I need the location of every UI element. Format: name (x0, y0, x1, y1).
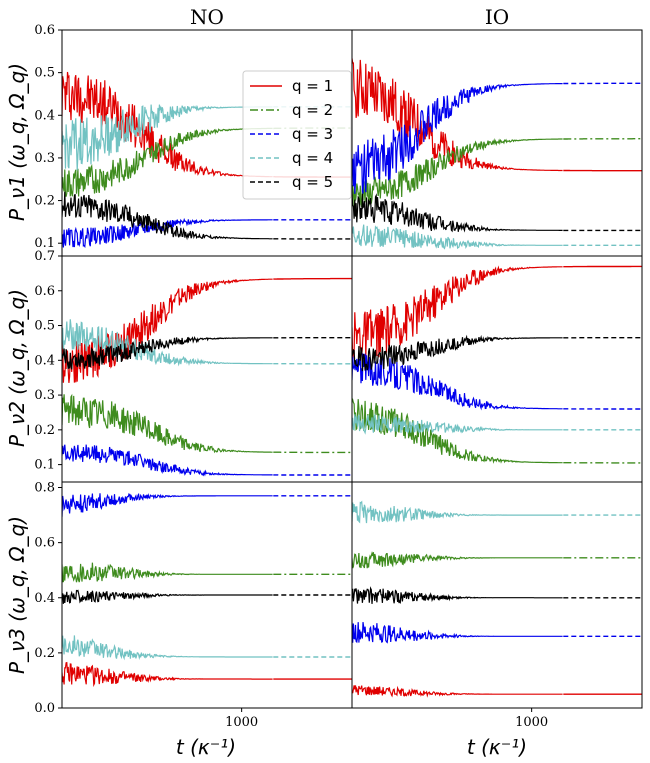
y-tick-label: 0.5 (34, 319, 55, 334)
y-tick-label: 0.3 (34, 388, 55, 403)
legend-label-q2: q = 2 (292, 101, 333, 119)
y-axis-label-row2: P_ν2 (ω_q, Ω_q) (5, 289, 29, 447)
series-q2-line (352, 138, 563, 208)
series-q1-line (352, 685, 563, 698)
y-tick-label: 0.7 (34, 249, 55, 264)
series-q4-line (352, 224, 563, 250)
series-q3-line (352, 83, 563, 194)
panel-frame (351, 255, 643, 483)
series-q5-line (62, 589, 273, 604)
series-q4-line (62, 635, 273, 661)
series-q5-line (62, 191, 273, 241)
y-tick-label: 0.6 (34, 284, 55, 299)
panel-r0-c0: 0.1 0.2 0.3 0.4 0.5 0.6 (34, 23, 353, 257)
series-q3-line (62, 217, 273, 249)
y-tick-label: 0.4 (34, 353, 55, 368)
panel-r1-c1 (351, 255, 643, 483)
series-q1-line (62, 71, 273, 178)
y-axis-label-row3: P_ν3 (ω_q, Ω_q) (5, 516, 29, 674)
series-group (352, 500, 642, 698)
y-tick-label: 0.6 (34, 536, 55, 551)
series-q5-line (352, 334, 563, 372)
series-q2-line (352, 398, 563, 464)
series-q5-line (62, 335, 273, 370)
series-q3-line (352, 353, 563, 411)
series-q4-line (352, 500, 563, 524)
y-tick-label: 0.1 (34, 236, 55, 251)
panel-r0-c1 (351, 29, 643, 257)
series-q3-line (62, 492, 273, 517)
series-q3-line (62, 444, 273, 477)
legend: q = 1 q = 2 q = 3 q = 4 q = 5 (242, 70, 352, 200)
series-group (352, 58, 642, 250)
col-title-io: IO (485, 5, 509, 29)
series-q1-line (62, 661, 273, 688)
legend-label-q3: q = 3 (292, 125, 333, 143)
series-q1-line (62, 278, 273, 383)
panel-r2-c0: 0.0 0.2 0.4 0.6 0.8 1000 (34, 481, 353, 730)
series-group (62, 277, 352, 477)
series-group (62, 492, 352, 688)
series-group (352, 265, 642, 464)
series-q1-tail (273, 277, 352, 280)
y-tick-label: 0.3 (34, 151, 55, 166)
series-q2-line (62, 393, 273, 454)
y-tick-label: 0.8 (34, 481, 55, 496)
y-tick-label: 0.5 (34, 66, 55, 81)
series-q2-line (62, 562, 273, 583)
legend-label-q5: q = 5 (292, 173, 333, 191)
panel-frame (351, 481, 643, 709)
y-tick-label: 0.6 (34, 23, 55, 38)
series-q5-line (352, 586, 563, 605)
y-tick-label: 0.2 (34, 423, 55, 438)
plot-grid: 0.10.20.30.40.50.60.10.20.30.40.50.60.70… (34, 23, 643, 730)
y-tick-label: 0.0 (34, 701, 55, 716)
panel-frame (61, 255, 353, 483)
y-tick-label: 0.4 (34, 108, 55, 123)
y-axis-label-row1: P_ν1 (ω_q, Ω_q) (5, 63, 29, 221)
x-tick-label: 1000 (225, 715, 258, 730)
series-q1-line (352, 265, 563, 362)
y-tick-label: 0.1 (34, 458, 55, 473)
col-title-no: NO (190, 5, 224, 29)
series-q5-line (352, 193, 563, 233)
y-tick-label: 0.2 (34, 194, 55, 209)
x-axis-label-no: t (κ⁻¹) (176, 735, 236, 759)
series-q3-line (352, 622, 563, 644)
panel-r2-c1: 1000 (351, 481, 643, 730)
legend-label-q4: q = 4 (292, 149, 333, 167)
series-q4-line (352, 413, 563, 435)
series-q2-line (62, 127, 273, 197)
x-axis-label-io: t (κ⁻¹) (467, 735, 527, 759)
y-tick-label: 0.2 (34, 646, 55, 661)
legend-label-q1: q = 1 (292, 77, 333, 95)
panel-r1-c0: 0.1 0.2 0.3 0.4 0.5 0.6 0.7 (34, 249, 353, 483)
series-q4-line (62, 319, 273, 367)
series-q4-line (62, 104, 273, 171)
y-tick-label: 0.4 (34, 591, 55, 606)
series-q2-line (352, 550, 563, 569)
legend-box (242, 70, 352, 200)
x-tick-label: 1000 (515, 715, 548, 730)
